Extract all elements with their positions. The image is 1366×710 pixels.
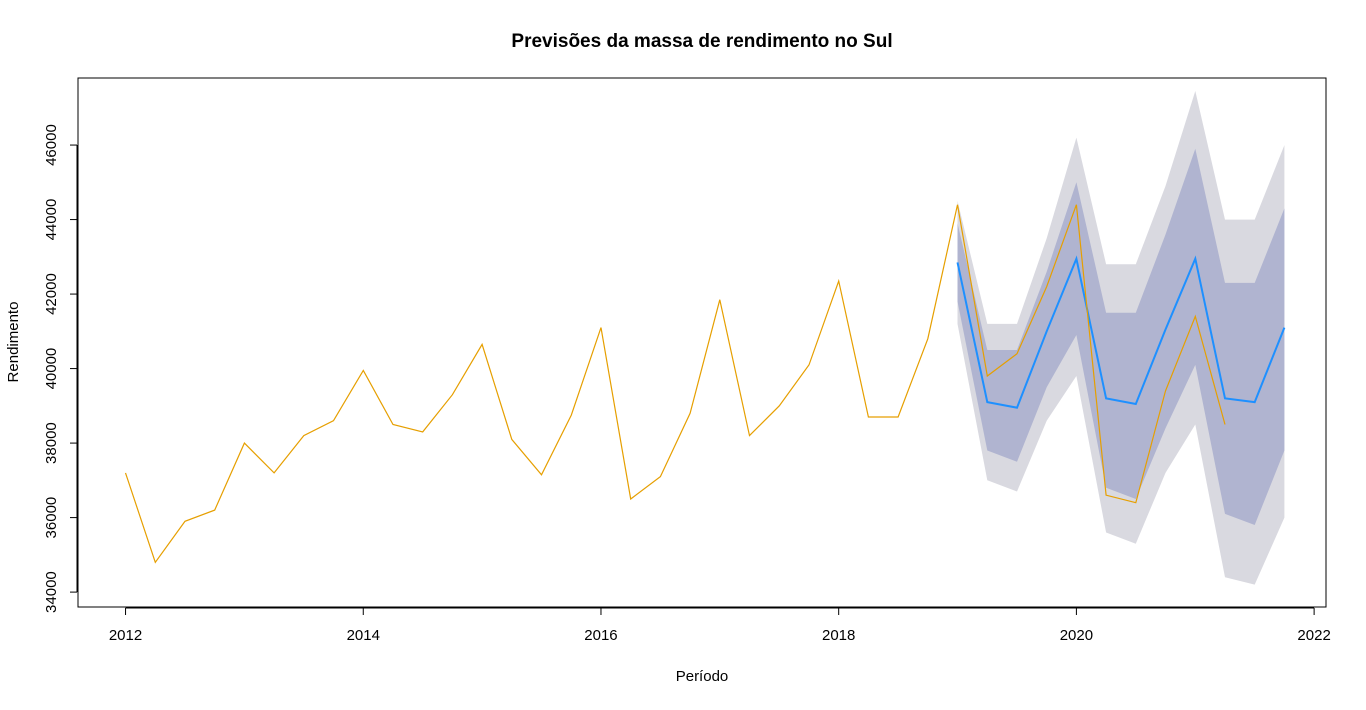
x-tick-label: 2014 [347, 627, 380, 644]
y-axis: 34000 36000 38000 40000 42000 44000 46000 [43, 124, 77, 613]
x-tick-label: 2018 [822, 627, 855, 644]
x-tick-label: 2016 [584, 627, 617, 644]
confidence-bands [958, 91, 1285, 585]
y-tick-label: 44000 [43, 199, 60, 241]
x-tick-label: 2020 [1060, 627, 1093, 644]
x-axis: 2012 2014 2016 2018 2020 2022 [109, 608, 1331, 644]
y-tick-label: 36000 [43, 497, 60, 539]
x-tick-label: 2022 [1297, 627, 1330, 644]
y-tick-label: 38000 [43, 422, 60, 464]
y-axis-label: Rendimento [5, 302, 22, 383]
chart-title: Previsões da massa de rendimento no Sul [511, 31, 892, 52]
y-tick-label: 46000 [43, 124, 60, 166]
y-tick-label: 42000 [43, 273, 60, 315]
x-axis-label: Período [676, 668, 729, 685]
y-tick-label: 40000 [43, 348, 60, 390]
x-tick-label: 2012 [109, 627, 142, 644]
y-tick-label: 34000 [43, 571, 60, 613]
